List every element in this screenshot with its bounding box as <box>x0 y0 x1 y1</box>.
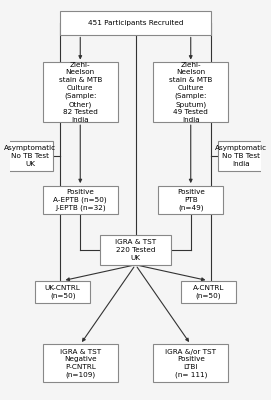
FancyBboxPatch shape <box>43 186 118 214</box>
FancyBboxPatch shape <box>153 62 228 122</box>
FancyBboxPatch shape <box>181 281 236 303</box>
Text: IGRA & TST
Negative
P-CNTRL
(n=109): IGRA & TST Negative P-CNTRL (n=109) <box>60 348 101 378</box>
Text: 451 Participants Recruited: 451 Participants Recruited <box>88 20 183 26</box>
Text: Positive
A-EPTB (n=50)
J-EPTB (n=32): Positive A-EPTB (n=50) J-EPTB (n=32) <box>53 189 107 211</box>
Text: Positive
PTB
(n=49): Positive PTB (n=49) <box>177 189 205 211</box>
Text: IGRA & TST
220 Tested
UK: IGRA & TST 220 Tested UK <box>115 239 156 260</box>
FancyBboxPatch shape <box>43 62 118 122</box>
Text: Ziehi-
Neelson
stain & MTB
Culture
(Sample:
Other)
82 Tested
India: Ziehi- Neelson stain & MTB Culture (Samp… <box>59 62 102 123</box>
FancyBboxPatch shape <box>43 344 118 382</box>
Text: IGRA &/or TST
Positive
LTBI
(n= 111): IGRA &/or TST Positive LTBI (n= 111) <box>165 348 216 378</box>
Text: UK-CNTRL
(n=50): UK-CNTRL (n=50) <box>45 284 80 299</box>
Text: Asymptomatic
No TB Test
UK: Asymptomatic No TB Test UK <box>4 146 56 167</box>
FancyBboxPatch shape <box>60 11 211 34</box>
FancyBboxPatch shape <box>7 141 53 171</box>
Text: A-CNTRL
(n=50): A-CNTRL (n=50) <box>193 284 224 299</box>
Text: Asymptomatic
No TB Test
India: Asymptomatic No TB Test India <box>215 146 267 167</box>
FancyBboxPatch shape <box>153 344 228 382</box>
FancyBboxPatch shape <box>218 141 264 171</box>
FancyBboxPatch shape <box>35 281 90 303</box>
Text: Ziehi-
Neelson
stain & MTB
Culture
(Sample:
Sputum)
49 Tested
India: Ziehi- Neelson stain & MTB Culture (Samp… <box>169 62 212 123</box>
FancyBboxPatch shape <box>158 186 223 214</box>
FancyBboxPatch shape <box>100 235 171 265</box>
